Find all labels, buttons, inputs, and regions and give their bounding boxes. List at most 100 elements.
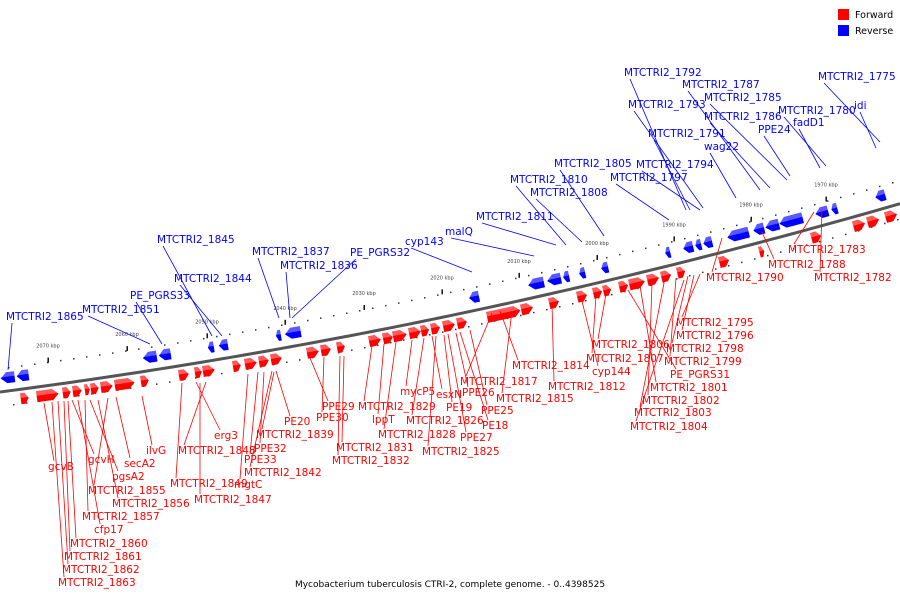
forward-gene-label[interactable]: MTCTRI2_1839 (256, 429, 334, 441)
forward-gene-arrow[interactable] (442, 319, 456, 333)
forward-gene-arrow[interactable] (232, 360, 242, 372)
forward-gene-label[interactable]: gcvB (48, 461, 74, 473)
forward-gene-label[interactable]: MTCTRI2_1802 (642, 395, 720, 407)
forward-gene-arrow[interactable] (758, 246, 766, 258)
reverse-gene-label[interactable]: MTCTRI2_1793 (628, 99, 706, 111)
forward-gene-arrow[interactable] (244, 357, 258, 370)
forward-gene-label[interactable]: esxN (436, 389, 462, 401)
forward-gene-label[interactable]: MTCTRI2_1829 (358, 401, 436, 413)
reverse-gene-arrow[interactable] (207, 341, 215, 353)
reverse-gene-arrow[interactable] (562, 270, 571, 283)
forward-gene-label[interactable]: MTCTRI2_1848 (178, 445, 256, 457)
forward-gene-label[interactable]: MTCTRI2_1806 (592, 339, 670, 351)
reverse-gene-arrow[interactable] (764, 218, 781, 233)
forward-gene-arrow[interactable] (62, 386, 71, 399)
forward-gene-arrow[interactable] (486, 305, 522, 323)
reverse-gene-arrow[interactable] (778, 212, 805, 229)
forward-gene-label[interactable]: MTCTRI2_1860 (70, 538, 148, 550)
forward-gene-label[interactable]: MTCTRI2_1863 (58, 577, 136, 589)
reverse-gene-label[interactable]: fadD1 (793, 117, 825, 129)
reverse-gene-label[interactable]: MTCTRI2_1808 (530, 187, 608, 199)
forward-gene-arrow[interactable] (866, 214, 881, 229)
reverse-gene-arrow[interactable] (682, 240, 695, 254)
forward-gene-label[interactable]: MTCTRI2_1849 (170, 478, 248, 490)
forward-gene-arrow[interactable] (456, 316, 468, 330)
forward-gene-label[interactable]: PE18 (482, 420, 508, 432)
forward-gene-label[interactable]: PPE30 (316, 412, 349, 424)
reverse-gene-arrow[interactable] (468, 290, 481, 304)
reverse-gene-label[interactable]: MTCTRI2_1836 (280, 260, 358, 272)
reverse-gene-label[interactable]: MTCTRI2_1810 (510, 174, 588, 186)
forward-gene-label[interactable]: PPE26 (462, 387, 495, 399)
reverse-gene-arrow[interactable] (218, 338, 229, 351)
forward-gene-arrow[interactable] (202, 364, 216, 378)
reverse-gene-arrow[interactable] (830, 202, 839, 215)
forward-gene-label[interactable]: PE20 (284, 416, 310, 428)
reverse-gene-arrow[interactable] (874, 189, 887, 202)
forward-gene-label[interactable]: MTCTRI2_1825 (422, 446, 500, 458)
forward-gene-arrow[interactable] (660, 269, 672, 283)
forward-gene-label[interactable]: MTCTRI2_1799 (664, 356, 742, 368)
forward-gene-arrow[interactable] (810, 230, 823, 244)
forward-gene-label[interactable]: mgtC (234, 479, 262, 491)
forward-gene-arrow[interactable] (520, 302, 534, 316)
reverse-gene-arrow[interactable] (664, 246, 672, 259)
forward-gene-arrow[interactable] (20, 392, 29, 405)
forward-gene-label[interactable]: cfp17 (94, 524, 124, 536)
reverse-gene-arrow[interactable] (694, 238, 703, 251)
forward-gene-arrow[interactable] (320, 344, 332, 357)
forward-gene-arrow[interactable] (140, 375, 150, 387)
forward-gene-label[interactable]: PPE32 (254, 443, 287, 455)
reverse-gene-arrow[interactable] (578, 267, 587, 279)
reverse-gene-label[interactable]: PE_PGRS32 (350, 247, 410, 259)
forward-gene-label[interactable]: MTCTRI2_1804 (630, 421, 708, 433)
reverse-gene-arrow[interactable] (158, 348, 172, 361)
forward-gene-label[interactable]: MTCTRI2_1842 (244, 467, 322, 479)
reverse-gene-label[interactable]: cyp143 (405, 236, 444, 248)
forward-gene-arrow[interactable] (368, 334, 382, 348)
reverse-gene-label[interactable]: MTCTRI2_1805 (554, 158, 632, 170)
reverse-gene-label[interactable]: MTCTRI2_1837 (252, 246, 330, 258)
reverse-gene-label[interactable]: MTCTRI2_1791 (648, 128, 726, 140)
reverse-gene-label[interactable]: MTCTRI2_1786 (704, 111, 782, 123)
reverse-gene-label[interactable]: idi (854, 100, 867, 112)
forward-gene-label[interactable]: PPE33 (244, 454, 277, 466)
forward-gene-arrow[interactable] (306, 346, 320, 359)
reverse-gene-arrow[interactable] (284, 326, 302, 340)
reverse-gene-label[interactable]: PPE24 (758, 124, 791, 136)
reverse-gene-arrow[interactable] (142, 350, 158, 364)
forward-gene-arrow[interactable] (676, 266, 686, 279)
forward-gene-arrow[interactable] (884, 209, 899, 223)
reverse-gene-label[interactable]: MTCTRI2_1780 (778, 105, 856, 117)
reverse-gene-label[interactable]: MTCTRI2_1851 (82, 304, 160, 316)
reverse-gene-arrow[interactable] (814, 205, 830, 219)
reverse-gene-label[interactable]: MTCTRI2_1794 (636, 159, 714, 171)
forward-gene-label[interactable]: PPE27 (460, 432, 493, 444)
forward-gene-arrow[interactable] (628, 276, 646, 291)
forward-gene-label[interactable]: MTCTRI2_1803 (634, 407, 712, 419)
forward-gene-label[interactable]: MTCTRI2_1857 (82, 511, 160, 523)
forward-gene-label[interactable]: MTCTRI2_1795 (676, 317, 754, 329)
reverse-gene-arrow[interactable] (752, 222, 766, 236)
forward-gene-arrow[interactable] (430, 322, 441, 335)
forward-gene-label[interactable]: MTCTRI2_1790 (706, 272, 784, 284)
reverse-gene-arrow[interactable] (726, 226, 751, 243)
forward-gene-arrow[interactable] (194, 366, 203, 379)
forward-gene-arrow[interactable] (336, 341, 346, 354)
reverse-gene-label[interactable]: MTCTRI2_1797 (610, 172, 688, 184)
forward-gene-label[interactable]: MTCTRI2_1807 (586, 353, 664, 365)
forward-gene-arrow[interactable] (72, 385, 82, 398)
reverse-gene-arrow[interactable] (275, 329, 282, 342)
forward-gene-arrow[interactable] (100, 380, 113, 394)
forward-gene-arrow[interactable] (114, 377, 135, 391)
forward-gene-arrow[interactable] (84, 384, 91, 396)
forward-gene-label[interactable]: MTCTRI2_1783 (788, 244, 866, 256)
forward-gene-arrow[interactable] (548, 296, 560, 310)
forward-gene-label[interactable]: MTCTRI2_1826 (406, 415, 484, 427)
reverse-gene-arrow[interactable] (546, 272, 563, 287)
forward-gene-label[interactable]: MTCTRI2_1831 (336, 442, 414, 454)
forward-gene-label[interactable]: MTCTRI2_1782 (814, 272, 892, 284)
forward-gene-label[interactable]: MTCTRI2_1814 (512, 360, 590, 372)
forward-gene-arrow[interactable] (392, 329, 408, 343)
forward-gene-label[interactable]: MTCTRI2_1832 (332, 455, 410, 467)
